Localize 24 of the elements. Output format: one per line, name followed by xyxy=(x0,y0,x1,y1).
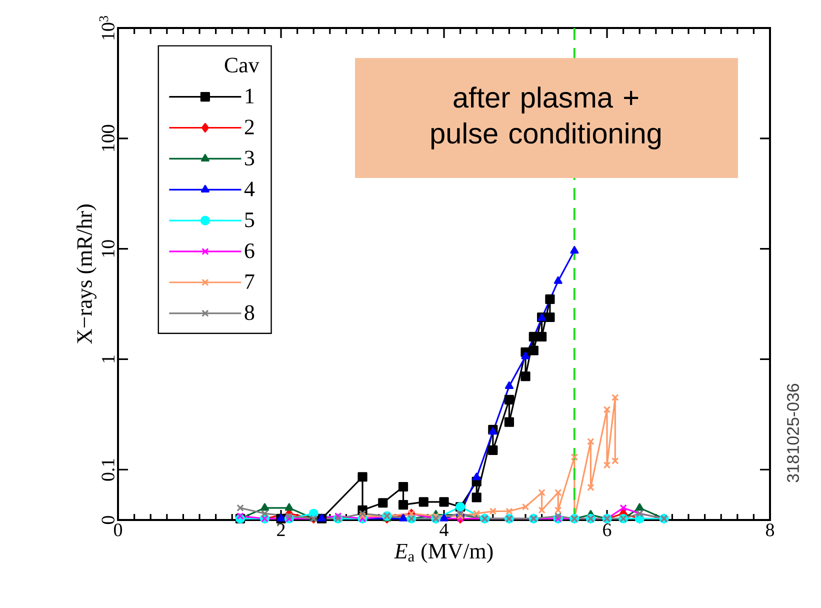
x-tick-label: 6 xyxy=(603,524,612,536)
y-axis-title: X−rays (mR/hr) xyxy=(76,204,96,344)
y-tick-label: 0.1 xyxy=(102,458,114,481)
legend-label: 6 xyxy=(244,243,254,258)
y-tick-label: 10 xyxy=(102,240,114,257)
x-axis-title: E$_{a}$ (MV/m) xyxy=(394,543,493,563)
y-tick-label: 10$^{3}$ xyxy=(99,16,114,40)
y-tick-label: 0 xyxy=(102,516,114,524)
legend-label: 8 xyxy=(244,305,254,320)
legend-label: 5 xyxy=(245,212,254,228)
legend-title: Cav xyxy=(224,58,260,73)
legend-label: 7 xyxy=(245,274,254,289)
legend-label: 1 xyxy=(246,88,254,104)
x-tick-label: 4 xyxy=(440,524,448,536)
x-tick-label: 2 xyxy=(277,524,285,536)
legend-label: 2 xyxy=(244,120,254,134)
legend-label: 4 xyxy=(244,182,255,196)
x-tick-label: 0 xyxy=(114,524,122,536)
text: 3181025-036 xyxy=(787,384,800,482)
y-tick-label: 1 xyxy=(102,356,114,362)
y-tick-label: 100 xyxy=(102,124,114,151)
x-tick-label: 8 xyxy=(766,524,774,536)
annotation: after plasma + pulse conditioning xyxy=(431,86,661,150)
legend-label: 3 xyxy=(245,150,254,166)
